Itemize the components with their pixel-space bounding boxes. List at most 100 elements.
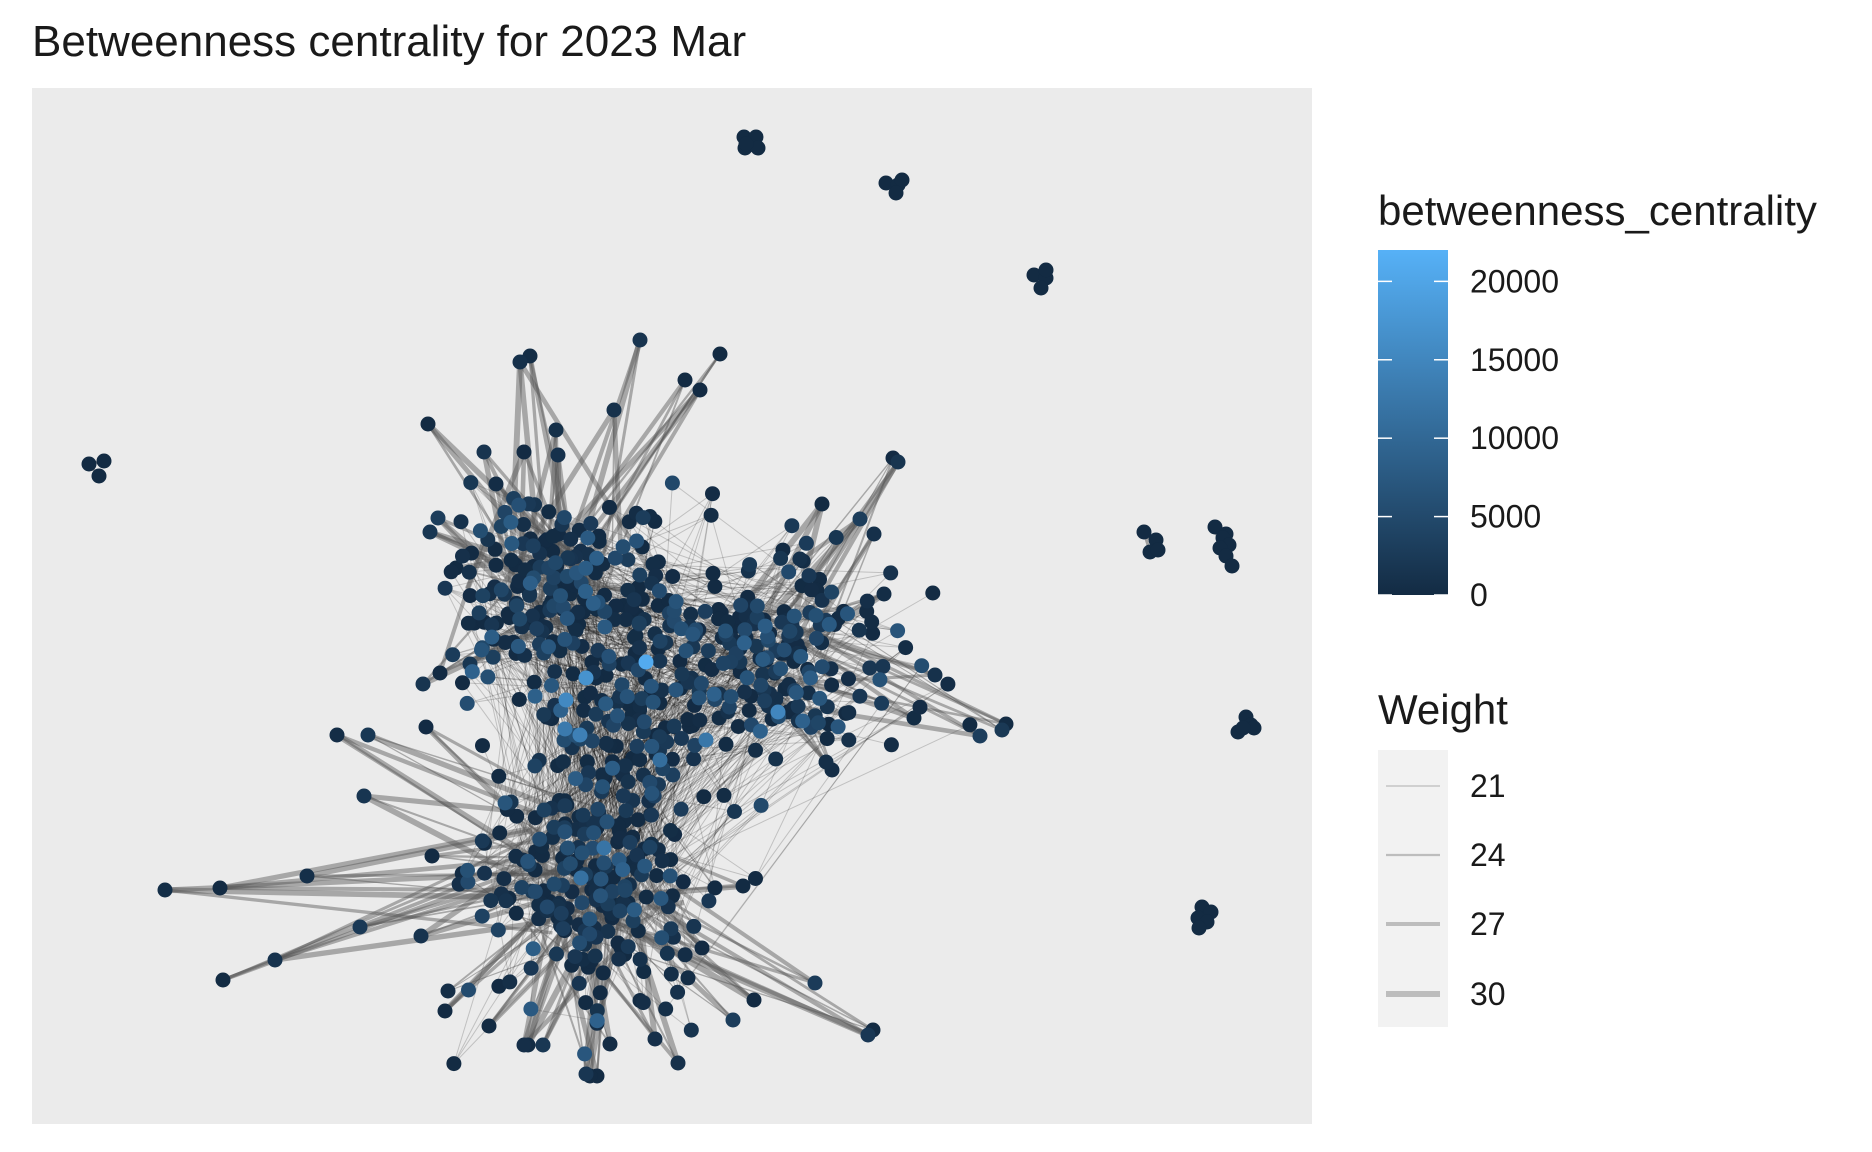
- network-node: [512, 354, 528, 370]
- network-node: [578, 670, 594, 686]
- network-node: [752, 723, 768, 739]
- network-node: [776, 642, 792, 658]
- network-edge: [611, 409, 624, 565]
- network-node: [604, 884, 620, 899]
- network-node: [809, 630, 824, 646]
- network-node: [455, 548, 470, 564]
- network-node: [631, 615, 647, 631]
- network-node: [557, 824, 573, 840]
- network-edge: [362, 793, 526, 882]
- network-node: [559, 611, 575, 626]
- network-node: [536, 802, 552, 818]
- network-node: [707, 579, 723, 594]
- network-node: [511, 692, 527, 707]
- network-edge: [510, 521, 714, 574]
- network-node: [578, 560, 594, 576]
- network-node: [446, 1056, 462, 1072]
- network-node: [590, 801, 606, 817]
- network-node: [574, 895, 590, 911]
- network-node: [1026, 267, 1042, 283]
- network-node: [852, 688, 868, 704]
- network-node: [523, 960, 539, 976]
- network-edge: [558, 378, 687, 553]
- network-edge: [484, 843, 511, 982]
- network-node: [509, 598, 525, 614]
- network-node: [705, 486, 720, 502]
- network-node: [1235, 720, 1251, 736]
- network-node: [91, 468, 107, 484]
- network-node: [706, 686, 722, 702]
- network-node: [824, 584, 840, 600]
- network-node: [798, 535, 814, 551]
- network-node: [535, 1037, 551, 1053]
- network-node: [547, 664, 563, 680]
- network-node: [443, 564, 459, 580]
- network-node: [620, 552, 636, 568]
- network-node: [860, 1027, 876, 1043]
- network-node: [493, 582, 509, 598]
- network-node: [455, 675, 470, 691]
- network-node: [865, 625, 881, 641]
- network-node: [514, 880, 530, 895]
- network-node: [614, 677, 630, 693]
- network-node: [96, 453, 112, 469]
- network-edge: [515, 603, 545, 811]
- network-node: [474, 833, 490, 849]
- network-node: [578, 1066, 594, 1082]
- weight-legend-label: 27: [1470, 906, 1506, 942]
- weight-legend-keys: 21 24 27 30: [1386, 768, 1506, 1012]
- network-node: [215, 972, 231, 988]
- network-node: [610, 708, 625, 724]
- color-legend: betweenness_centrality 0 5000 10000 15000 20…: [1378, 187, 1817, 613]
- network-node: [894, 172, 910, 188]
- network-node: [572, 935, 588, 951]
- network-node: [618, 803, 634, 819]
- network-node: [589, 1013, 605, 1029]
- network-node: [700, 643, 716, 659]
- network-node: [617, 882, 633, 898]
- network-node: [663, 823, 678, 838]
- network-node: [560, 840, 576, 856]
- network-node: [620, 774, 636, 790]
- network-node: [522, 575, 538, 591]
- network-node: [437, 1003, 453, 1019]
- network-node: [557, 721, 573, 737]
- network-edge: [672, 601, 677, 896]
- network-node: [629, 533, 645, 549]
- network-edge: [611, 409, 615, 557]
- network-node: [497, 795, 513, 811]
- network-node: [445, 647, 461, 663]
- network-node: [792, 551, 808, 567]
- network-node: [583, 685, 598, 701]
- network-node: [583, 516, 599, 531]
- network-node: [596, 840, 612, 856]
- network-node: [927, 667, 943, 683]
- network-edge: [481, 451, 511, 574]
- network-node: [673, 621, 689, 637]
- network-node: [704, 662, 720, 678]
- network-node: [516, 1037, 532, 1053]
- network-node: [644, 738, 660, 754]
- network-node: [723, 689, 739, 705]
- network-node: [824, 677, 840, 693]
- network-node: [430, 510, 446, 526]
- network-node: [749, 598, 765, 614]
- network-node: [730, 719, 746, 734]
- network-node: [553, 905, 569, 921]
- network-node: [840, 606, 855, 622]
- network-node: [659, 945, 675, 961]
- network-node: [591, 534, 607, 549]
- network-node: [556, 510, 572, 526]
- network-node: [736, 635, 752, 651]
- network-node: [652, 752, 668, 768]
- network-node: [803, 582, 819, 598]
- network-node: [674, 731, 689, 746]
- network-node: [644, 807, 659, 823]
- network-edge: [628, 678, 849, 725]
- network-node: [664, 475, 680, 491]
- network-edge: [667, 600, 868, 908]
- network-edge: [541, 714, 545, 847]
- network-node: [461, 982, 476, 998]
- network-node: [471, 605, 487, 621]
- network-node: [653, 891, 669, 906]
